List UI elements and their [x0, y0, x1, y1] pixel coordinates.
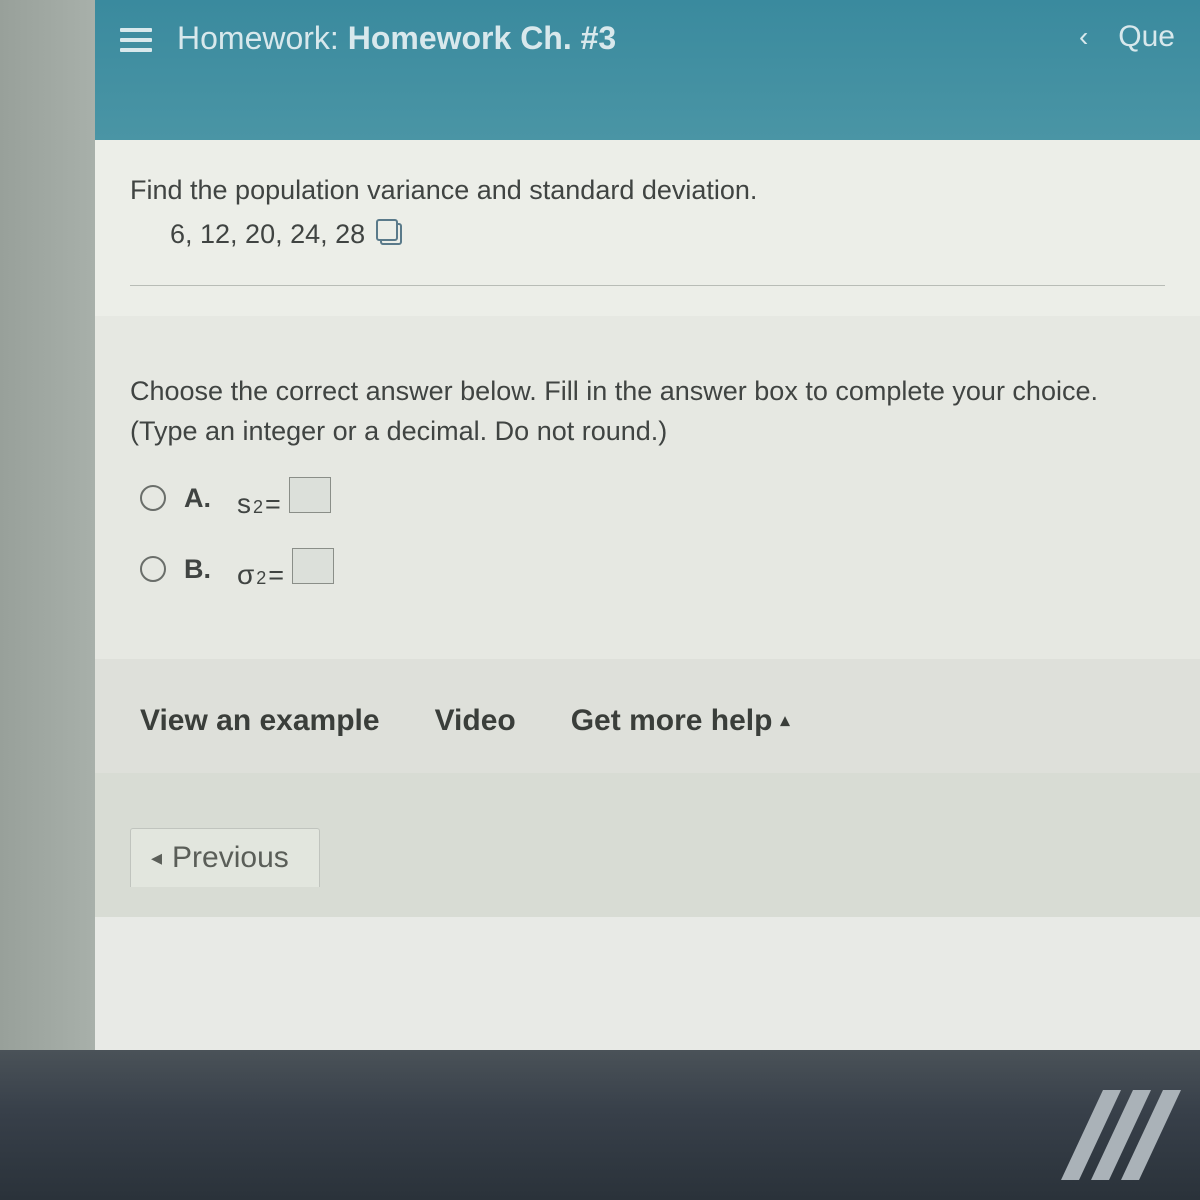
sup-a: 2 [253, 497, 263, 518]
instruction-line-2: (Type an integer or a decimal. Do not ro… [130, 411, 1165, 452]
chevron-left-icon[interactable]: ‹ [1079, 21, 1088, 53]
caret-up-icon: ▴ [780, 710, 789, 731]
help-bar: View an example Video Get more help ▴ [95, 659, 1200, 773]
option-a: A. s2 = [130, 477, 1165, 520]
menu-icon[interactable] [120, 28, 152, 52]
answer-input-a[interactable] [289, 477, 331, 513]
header-bar: Homework: Homework Ch. #3 ‹ Que [95, 0, 1200, 140]
options-group: A. s2 = B. σ2 = [130, 477, 1165, 591]
radio-b[interactable] [140, 556, 166, 582]
sup-b: 2 [256, 568, 266, 589]
option-a-formula: s2 = [237, 477, 331, 520]
video-link[interactable]: Video [435, 704, 516, 738]
device-logo [1082, 1090, 1160, 1180]
eq-b: = [268, 560, 284, 591]
question-nav-label: Que [1118, 20, 1175, 54]
option-b-formula: σ2 = [237, 548, 334, 591]
answer-input-b[interactable] [292, 548, 334, 584]
view-example-link[interactable]: View an example [140, 704, 380, 738]
symbol-s: s [237, 488, 251, 520]
question-data: 6, 12, 20, 24, 28 [170, 219, 365, 250]
radio-a[interactable] [140, 485, 166, 511]
device-bezel [0, 1050, 1200, 1200]
previous-label: Previous [172, 841, 289, 875]
option-a-label: A. [184, 483, 219, 514]
answer-section: Choose the correct answer below. Fill in… [95, 316, 1200, 659]
instruction-line-1: Choose the correct answer below. Fill in… [130, 371, 1165, 412]
get-more-help-link[interactable]: Get more help ▴ [571, 704, 790, 738]
get-more-help-label: Get more help [571, 704, 773, 738]
page-title: Homework: Homework Ch. #3 [177, 20, 1079, 57]
option-b-label: B. [184, 554, 219, 585]
copy-icon[interactable] [380, 223, 402, 245]
previous-button[interactable]: ◂ Previous [130, 828, 320, 887]
question-prompt: Find the population variance and standar… [130, 170, 1165, 211]
bottom-nav: ◂ Previous [95, 773, 1200, 917]
title-prefix: Homework: [177, 20, 339, 56]
option-b: B. σ2 = [130, 548, 1165, 591]
title-main: Homework Ch. #3 [348, 20, 617, 56]
question-section: Find the population variance and standar… [95, 140, 1200, 316]
symbol-sigma: σ [237, 559, 254, 591]
caret-left-icon: ◂ [151, 845, 162, 871]
eq-a: = [265, 489, 281, 520]
section-divider [130, 285, 1165, 286]
